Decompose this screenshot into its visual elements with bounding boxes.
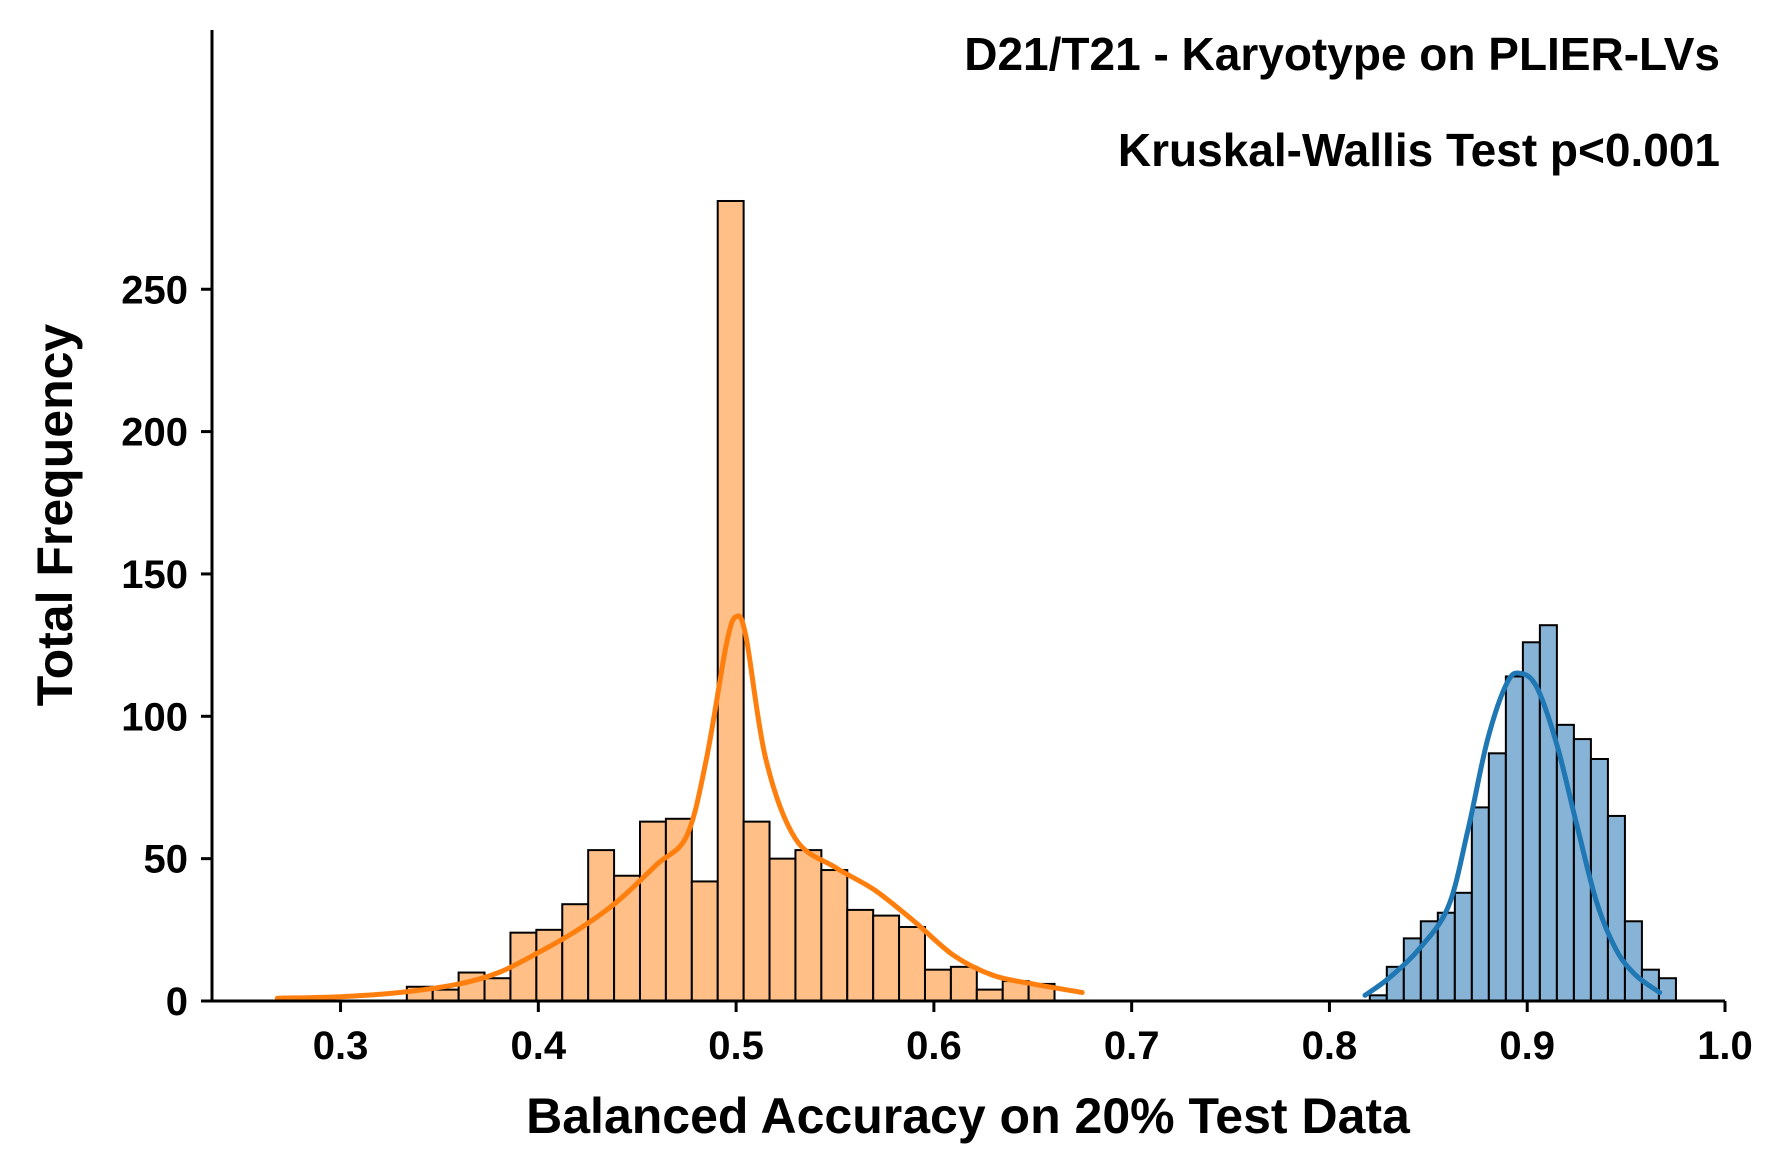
chart-title: D21/T21 - Karyotype on PLIER-LVs [964,28,1720,80]
histogram-bar-0 [872,914,901,1003]
test-annotation: Kruskal-Wallis Test p<0.001 [1118,124,1720,176]
histogram-bar-1 [1538,624,1558,1002]
y-tick-label: 250 [121,268,188,312]
x-tick-label: 0.8 [1302,1024,1358,1068]
histogram-bar-1 [1589,758,1609,1002]
y-tick-label: 100 [121,695,188,739]
histogram-bar-0 [561,903,590,1003]
x-tick-label: 0.4 [511,1024,567,1068]
histogram-bar-1 [1470,806,1490,1003]
histogram-bar-1 [1453,891,1473,1002]
histogram-bar-0 [638,820,667,1003]
histogram-bar-1 [1521,641,1541,1003]
x-tick-label: 1.0 [1697,1024,1753,1068]
histogram-bar-0 [794,849,823,1002]
kde-curve-0 [274,613,1085,1001]
histogram-bar-1 [1623,920,1643,1003]
histogram-bar-0 [975,988,1004,1002]
kde-curves [274,613,1663,1001]
histogram-bar-1 [1504,675,1524,1002]
axes [210,30,1725,1003]
histogram-bar-0 [690,880,719,1002]
histogram-bar-0 [716,199,745,1003]
y-tick-label: 0 [166,980,188,1024]
y-axis-title: Total Frequency [27,324,83,707]
histogram-bar-0 [587,849,616,1002]
histogram-bar-0 [949,965,978,1003]
histogram-bars [405,199,1677,1003]
histogram-bar-1 [1487,752,1507,1002]
histogram-bar-0 [846,908,875,1003]
histogram-bar-0 [742,820,771,1003]
y-tick-label: 50 [144,838,189,882]
x-tick-label: 0.7 [1104,1024,1160,1068]
histogram-bar-0 [768,857,797,1003]
histogram-bar-0 [820,869,849,1002]
x-tick-label: 0.9 [1499,1024,1555,1068]
tick-marks [201,287,1727,1012]
histogram-bar-0 [898,925,926,1002]
histogram-bar-0 [431,988,460,1002]
x-tick-label: 0.3 [313,1024,369,1068]
histogram-bar-1 [1555,723,1575,1003]
tick-labels: 0.3 0.4 0.5 0.6 0.7 0.8 0.9 1.0 0 50 100 150 200 250 [121,268,1753,1068]
histogram-bar-0 [483,977,512,1002]
x-tick-label: 0.5 [708,1024,764,1068]
y-tick-label: 150 [121,553,188,597]
histogram-bar-1 [1657,977,1677,1002]
y-tick-label: 200 [121,411,188,455]
histogram-bar-1 [1606,814,1626,1002]
histogram-bar-0 [923,968,952,1002]
kde-curve-1 [1362,670,1663,998]
x-tick-label: 0.6 [906,1024,962,1068]
x-axis-title: Balanced Accuracy on 20% Test Data [526,1088,1411,1144]
